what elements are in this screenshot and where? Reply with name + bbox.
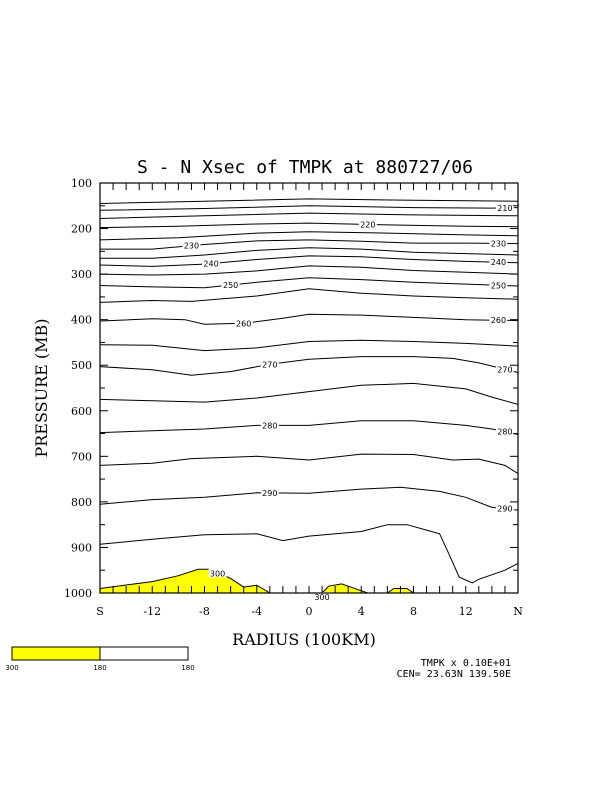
contour-line-230 (100, 239, 519, 250)
contour-label: 230 (184, 242, 199, 251)
filled-regions (99, 568, 416, 594)
y-tick-label: 700 (71, 450, 92, 463)
contour-label-bg (208, 568, 227, 578)
contour-label: 220 (360, 220, 375, 229)
contour-label: 240 (203, 260, 218, 269)
contour-label: 270 (497, 365, 512, 374)
contour-label: 300 (210, 569, 225, 578)
x-tick-label: 8 (410, 605, 417, 618)
colorbar-label-1: 180 (93, 664, 106, 672)
x-tick-label: 0 (306, 605, 313, 618)
y-tick-label: 600 (71, 405, 92, 418)
y-tick-labels: 100 200 300 400 500 600 700 800 900 1000 (64, 177, 92, 600)
contour-line-250 (99, 277, 519, 289)
contour-label-bg (495, 202, 514, 212)
y-axis-title: PRESSURE (MB) (32, 318, 51, 457)
contour-line-215 (99, 212, 519, 219)
x-tick-label: -8 (199, 605, 210, 618)
colorbar-label-2: 180 (181, 664, 194, 672)
contour-label: 250 (491, 281, 506, 290)
contour-label: 260 (491, 316, 506, 325)
contour-line-255 (99, 288, 519, 303)
y-tick-label: 200 (71, 223, 92, 236)
contour-label-bg (495, 364, 514, 374)
contour-label: 290 (497, 505, 512, 514)
x-tick-label: -4 (251, 605, 262, 618)
contour-line-205 (99, 198, 519, 204)
x-tick-label: -12 (143, 605, 161, 618)
contour-label: 280 (497, 428, 512, 437)
contour-line-240 (99, 255, 519, 267)
contour-label-bg (495, 503, 514, 513)
contour-label-bg (489, 257, 508, 267)
contour-line-295 (99, 524, 519, 584)
contour-line-290 (99, 486, 519, 511)
contour-line-225 (99, 231, 519, 241)
contour-label-bg (182, 240, 201, 250)
y-tick-label: 300 (71, 268, 92, 281)
contour-line-245 (99, 265, 519, 276)
y-tick-label: 900 (71, 541, 92, 554)
x-tick-label: S (96, 605, 104, 618)
contour-line-220 (99, 222, 519, 229)
y-tick-label: 800 (71, 496, 92, 509)
contour-line-265 (99, 339, 519, 352)
center-info: CEN= 23.63N 139.50E (397, 669, 511, 680)
scale-info: TMPK x 0.10E+01 (421, 658, 511, 669)
x-tick-label: 12 (459, 605, 473, 618)
contour-label: 230 (491, 239, 506, 248)
contour-label: 210 (497, 204, 512, 213)
contour-label: 240 (491, 258, 506, 267)
contour-line-285 (99, 453, 519, 475)
contour-label: 260 (236, 319, 251, 328)
contour-label-bg (234, 318, 253, 328)
contour-line-235 (100, 247, 519, 259)
contour-label: 250 (223, 281, 238, 290)
contour-label-bg (489, 238, 508, 248)
contour-label-bg (358, 219, 377, 229)
contour-line-275 (99, 382, 519, 405)
y-tick-label: 500 (71, 359, 92, 372)
colorbar-label-0: 300 (5, 664, 18, 672)
contour-line-260 (99, 313, 519, 325)
contour-line-270 (99, 356, 519, 376)
contour-label-bg (202, 258, 221, 268)
contour-label-bg (221, 280, 240, 290)
contour-label-bg (260, 487, 279, 497)
y-tick-label: 100 (71, 177, 92, 190)
contour-line-280 (99, 420, 519, 435)
filled-region (99, 568, 272, 594)
x-tick-labels: S -12 -8 -4 0 4 8 12 N (96, 605, 523, 618)
axis-ticks (99, 182, 519, 594)
x-tick-label: N (513, 605, 523, 618)
chart-title: S - N Xsec of TMPK at 880727/06 (137, 157, 473, 178)
colorbar-segment-empty (99, 646, 189, 661)
contour-lines (99, 198, 519, 584)
contour-label-bg (260, 420, 279, 430)
contour-label: 270 (262, 360, 277, 369)
contour-label-bg (313, 592, 332, 601)
contour-label: 290 (262, 489, 277, 498)
contour-label-bg (495, 426, 514, 436)
x-axis-title: RADIUS (100KM) (232, 630, 376, 649)
colorbar-segment-fill (11, 646, 101, 661)
contour-label: 280 (262, 421, 277, 430)
y-tick-label: 400 (71, 314, 92, 327)
contour-label-bg (260, 359, 279, 369)
colorbar: 300 180 180 (5, 646, 195, 672)
contour-label-bg (489, 315, 508, 325)
contour-line-210 (99, 205, 519, 211)
y-tick-label: 1000 (64, 587, 92, 600)
contour-labels: 210 220 230 230 240 240 250 250 260 260 270 270 280 2… (182, 202, 514, 602)
contour-label: 300 (314, 593, 329, 602)
contour-label-bg (489, 280, 508, 290)
x-tick-label: 4 (358, 605, 365, 618)
